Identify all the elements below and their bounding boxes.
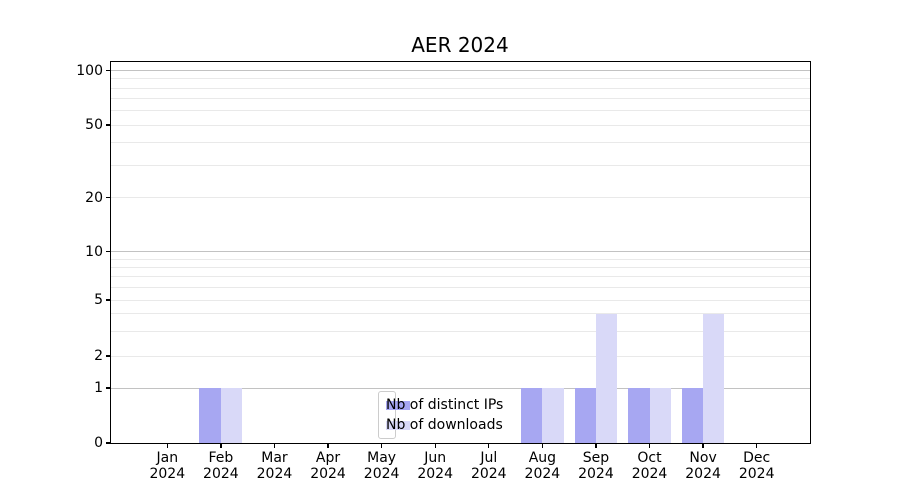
x-tick-mark-jun [434,443,436,448]
bar-oct-downloads [649,388,671,443]
gridline-50 [111,124,810,126]
gridline-40 [111,142,810,144]
y-tick-label-20: 20 [85,189,103,206]
y-tick-mark-100 [105,69,110,72]
x-tick-label-apr: Apr 2024 [310,450,346,482]
y-tick-mark-5 [105,299,110,301]
y-tick-mark-50 [105,124,110,126]
bar-oct-ips [628,388,650,443]
y-tick-mark-2 [105,355,110,357]
x-tick-label-nov: Nov 2024 [685,450,721,482]
x-tick-label-feb: Feb 2024 [203,450,239,482]
y-tick-label-100: 100 [76,62,103,79]
x-tick-mark-oct [648,443,651,448]
gridline-6 [111,286,810,288]
legend-label-downloads: Nb of downloads [386,417,503,433]
gridline-5 [111,299,810,301]
x-tick-mark-apr [327,443,329,448]
y-tick-mark-0 [105,442,110,444]
y-tick-mark-1 [105,387,110,389]
bar-sep-ips [574,388,596,443]
gridline-7 [111,276,810,278]
x-tick-mark-jul [488,443,490,448]
x-tick-label-sep: Sep 2024 [578,450,614,482]
gridline-20 [111,197,810,199]
bar-nov-downloads [703,313,725,443]
legend-swatch-distinct-ips-icon [386,400,410,410]
x-tick-mark-aug [541,443,544,448]
gridline-3 [111,330,810,332]
y-tick-label-1: 1 [94,380,103,396]
y-tick-label-5: 5 [94,292,103,308]
bar-aug-downloads [542,388,564,443]
x-tick-mark-dec [755,443,758,448]
x-tick-mark-jan [166,443,168,448]
x-tick-label-jul: Jul 2024 [470,450,507,482]
y-tick-label-0: 0 [94,435,103,451]
bar-feb-downloads [220,388,243,443]
x-tick-label-jun: Jun 2024 [417,450,453,482]
y-tick-mark-10 [105,251,110,253]
bar-sep-downloads [595,313,618,443]
x-tick-label-jan: Jan 2024 [149,450,186,482]
x-tick-mark-sep [595,443,597,448]
bar-nov-ips [681,388,704,443]
x-tick-mark-may [380,443,383,448]
x-tick-mark-mar [273,443,276,448]
y-tick-label-50: 50 [85,117,103,133]
x-tick-mark-feb [220,443,222,448]
gridline-30 [111,165,810,167]
x-tick-mark-nov [702,443,704,448]
y-tick-mark-20 [105,197,110,199]
bar-aug-ips [520,388,543,443]
legend-label-distinct-ips: Nb of distinct IPs [386,397,504,413]
gridline-2 [111,355,810,357]
x-tick-label-aug: Aug 2024 [524,450,561,482]
x-tick-label-may: May 2024 [363,450,400,482]
gridline-60 [111,110,810,112]
chart-title: AER 2024 [411,33,509,57]
gridline-8 [111,266,810,268]
x-tick-label-oct: Oct 2024 [631,450,668,482]
gridline-9 [111,258,810,260]
y-tick-label-10: 10 [85,243,103,260]
gridline-70 [111,98,810,100]
bar-feb-ips [199,388,221,443]
x-tick-label-dec: Dec 2024 [738,450,775,482]
legend-swatch-downloads-icon [386,420,410,430]
gridline-80 [111,87,810,89]
gridline-90 [111,78,810,80]
x-tick-label-mar: Mar 2024 [256,450,293,482]
legend: Nb of distinct IPs Nb of downloads [378,391,503,439]
gridline-10 [111,251,810,253]
y-tick-label-2: 2 [94,348,103,364]
gridline-4 [111,313,810,315]
gridline-1 [111,387,810,389]
gridline-100 [111,70,810,72]
